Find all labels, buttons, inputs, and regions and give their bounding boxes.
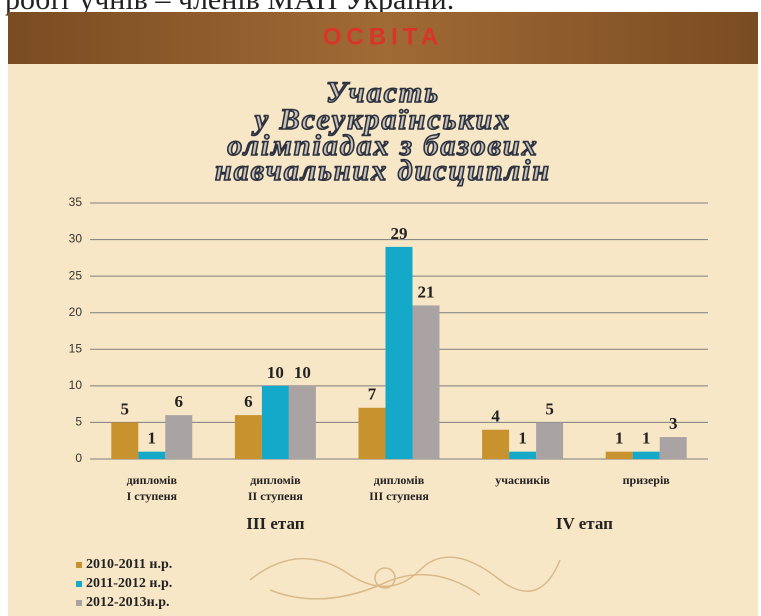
legend-label: 2011-2012 н.р. [86, 576, 172, 591]
bar [111, 422, 139, 459]
data-label: 10 [267, 363, 284, 382]
top-text: робіт учнів – членів МАН України. [5, 0, 454, 16]
data-label: 21 [418, 282, 435, 301]
legend-swatch [76, 600, 82, 606]
bar [358, 407, 386, 459]
data-label: 7 [368, 385, 377, 404]
x-tick-label: дипломів [127, 473, 178, 487]
x-tick-label: І ступеня [127, 489, 178, 503]
data-label: 29 [391, 224, 408, 243]
x-tick-label: призерів [623, 473, 671, 487]
legend-label: 2010-2011 н.р. [86, 557, 172, 572]
y-tick-label: 20 [69, 305, 83, 319]
data-label: 6 [244, 392, 253, 411]
header: ОСВІТА [323, 23, 443, 50]
bar [165, 415, 193, 459]
header-band [8, 12, 758, 64]
y-tick-label: 10 [69, 378, 83, 392]
y-tick-label: 15 [69, 341, 83, 355]
group-label: ІV етап [556, 514, 613, 533]
x-tick-label: ІІ ступеня [248, 489, 304, 503]
legend-swatch [76, 562, 82, 568]
bar [482, 429, 510, 459]
ornament [249, 556, 561, 600]
bar [234, 415, 262, 459]
chart-title-line: у Всеукраїнських [252, 103, 512, 136]
bar [288, 385, 316, 459]
data-label: 10 [294, 363, 311, 382]
y-tick-label: 30 [69, 232, 83, 246]
slide-bg [8, 12, 758, 616]
data-label: 1 [148, 429, 157, 448]
data-label: 1 [518, 429, 527, 448]
y-tick-label: 5 [75, 415, 82, 429]
data-label: 1 [642, 429, 651, 448]
bar [605, 451, 633, 459]
y-tick-label: 25 [69, 268, 83, 282]
chart-title-line: Участь [326, 76, 440, 109]
data-label: 5 [545, 399, 554, 418]
bar [509, 451, 537, 459]
bar [138, 451, 166, 459]
bar [536, 422, 564, 459]
x-tick-label: дипломів [250, 473, 301, 487]
data-label: 4 [491, 407, 500, 426]
data-label: 5 [121, 399, 130, 418]
data-label: 1 [615, 429, 624, 448]
legend-label: 2012-2013н.р. [86, 595, 170, 610]
bar [385, 246, 413, 459]
x-tick-label: дипломів [374, 473, 425, 487]
y-tick-label: 0 [75, 451, 82, 465]
bar [412, 305, 440, 459]
legend-swatch [76, 581, 82, 587]
group-label: ІІІ етап [246, 514, 304, 533]
data-label: 6 [175, 392, 184, 411]
data-label: 3 [669, 414, 678, 433]
bar [632, 451, 660, 459]
chart-title-line: олімпіадах з базових [227, 129, 539, 162]
x-tick-label: ІІІ ступеня [369, 489, 429, 503]
bar [659, 437, 687, 459]
bar [261, 385, 289, 459]
x-tick-label: учасників [495, 473, 550, 487]
y-tick-label: 35 [69, 195, 83, 209]
chart-title-line: навчальних дисциплін [215, 154, 551, 187]
